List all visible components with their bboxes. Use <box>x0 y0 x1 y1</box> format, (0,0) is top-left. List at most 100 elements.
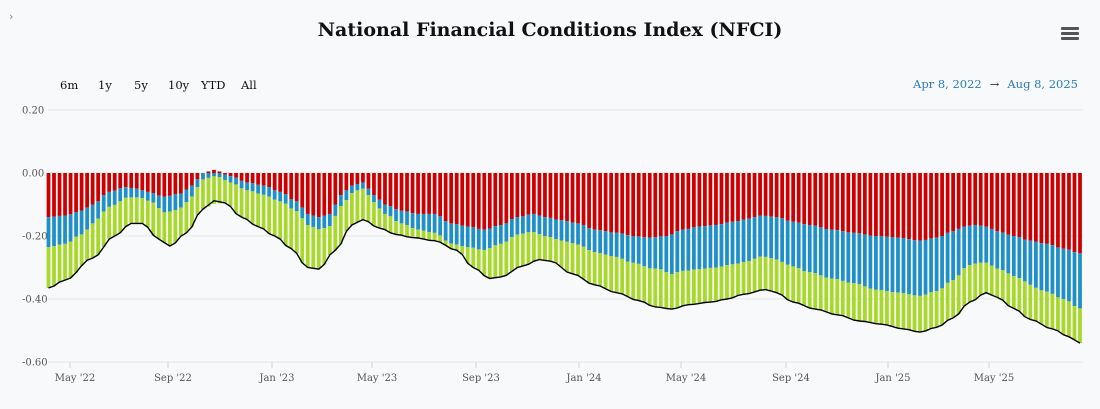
leverage-bar <box>592 251 597 285</box>
leverage-bar <box>587 250 591 284</box>
leverage-bar <box>57 244 62 283</box>
leverage-bar <box>978 262 983 296</box>
risk-bar <box>454 173 459 225</box>
credit-bar <box>940 236 944 289</box>
credit-bar <box>278 191 283 202</box>
leverage-bar <box>1017 278 1022 312</box>
x-tick-label: Jan '23 <box>258 373 294 384</box>
leverage-bar <box>405 224 409 237</box>
leverage-bar <box>559 240 564 268</box>
credit-bar <box>669 234 674 274</box>
risk-bar <box>907 173 911 240</box>
credit-bar <box>79 210 84 235</box>
credit-bar <box>118 188 123 202</box>
risk-bar <box>449 173 454 224</box>
credit-bar <box>631 236 636 263</box>
credit-bar <box>344 190 349 201</box>
y-axis-labels: 0.20 0.00 -0.20 -0.40 -0.60 <box>22 106 48 369</box>
range-button-all[interactable]: All <box>241 78 257 92</box>
credit-bar <box>1033 241 1038 288</box>
leverage-bar <box>758 256 762 291</box>
leverage-bar <box>896 292 900 329</box>
credit-bar <box>851 232 856 284</box>
leverage-bar <box>846 282 851 318</box>
credit-bar <box>719 224 724 267</box>
leverage-bar <box>769 258 773 292</box>
credit-bar <box>769 216 773 259</box>
credit-bar <box>725 222 729 266</box>
x-tick-label: May '23 <box>357 373 398 384</box>
risk-bar <box>294 173 299 202</box>
credit-bar <box>322 215 327 229</box>
nfci-line-path <box>48 199 1081 344</box>
credit-bar <box>802 224 807 271</box>
risk-bar <box>890 173 895 238</box>
risk-bar <box>813 173 818 226</box>
chevron-right-icon[interactable]: › <box>9 10 14 23</box>
credit-bar <box>228 176 233 183</box>
leverage-bar <box>388 216 393 233</box>
risk-bar <box>504 173 509 224</box>
y-tick-label: -0.40 <box>22 295 48 306</box>
leverage-bar <box>543 236 547 261</box>
credit-bar <box>195 179 200 188</box>
risk-bar <box>978 173 983 226</box>
risk-bar <box>90 173 95 205</box>
credit-bar <box>498 224 503 244</box>
risk-bar <box>912 173 917 241</box>
risk-bar <box>874 173 878 236</box>
risk-bar <box>576 173 580 224</box>
credit-bar <box>1045 243 1049 292</box>
credit-bar <box>427 213 431 233</box>
leverage-bar <box>1072 306 1077 340</box>
risk-bar <box>366 173 371 189</box>
leverage-bar <box>736 263 740 296</box>
date-range-display: Apr 8, 2022 → Aug 8, 2025 <box>913 77 1078 91</box>
leverage-bar <box>239 188 244 218</box>
range-button-10y[interactable]: 10y <box>168 78 190 92</box>
risk-bar <box>747 173 751 219</box>
leverage-bar <box>879 290 884 325</box>
credit-bar <box>151 193 156 203</box>
credit-bar <box>1050 245 1055 294</box>
leverage-bar <box>63 243 67 281</box>
risk-bar <box>399 173 404 211</box>
credit-bar <box>829 229 834 279</box>
credit-bar <box>1072 252 1077 307</box>
risk-bar <box>68 173 73 215</box>
risk-bar <box>526 173 531 215</box>
range-button-5y[interactable]: 5y <box>134 78 148 92</box>
leverage-bar <box>322 228 327 265</box>
leverage-bar <box>421 230 426 240</box>
leverage-bar <box>305 224 310 268</box>
credit-bar <box>576 223 580 245</box>
credit-bar <box>1061 248 1066 299</box>
leverage-bar <box>432 232 437 241</box>
leverage-bar <box>316 229 321 270</box>
risk-bar <box>300 173 305 208</box>
risk-bar <box>989 173 994 229</box>
risk-bar <box>316 173 321 218</box>
date-to[interactable]: Aug 8, 2025 <box>1007 77 1078 91</box>
hamburger-menu-icon[interactable] <box>1061 27 1079 43</box>
range-button-6m[interactable]: 6m <box>60 78 79 92</box>
risk-bar <box>940 173 944 236</box>
risk-bar <box>736 173 740 222</box>
credit-bar <box>636 236 641 264</box>
leverage-bar <box>190 196 194 227</box>
risk-bar <box>1050 173 1055 246</box>
leverage-bar <box>493 245 498 278</box>
risk-bar <box>438 173 443 217</box>
credit-bar <box>1039 243 1044 291</box>
leverage-bar <box>140 198 145 224</box>
leverage-bar <box>112 204 117 236</box>
date-from[interactable]: Apr 8, 2022 <box>913 77 982 91</box>
credit-bar <box>366 188 371 196</box>
leverage-bar <box>835 279 840 315</box>
range-button-ytd[interactable]: YTD <box>201 78 226 92</box>
leverage-bar <box>179 207 183 237</box>
risk-bar <box>410 173 415 214</box>
leverage-bar <box>1000 270 1005 301</box>
leverage-bar <box>725 265 729 299</box>
range-button-1y[interactable]: 1y <box>98 78 112 92</box>
